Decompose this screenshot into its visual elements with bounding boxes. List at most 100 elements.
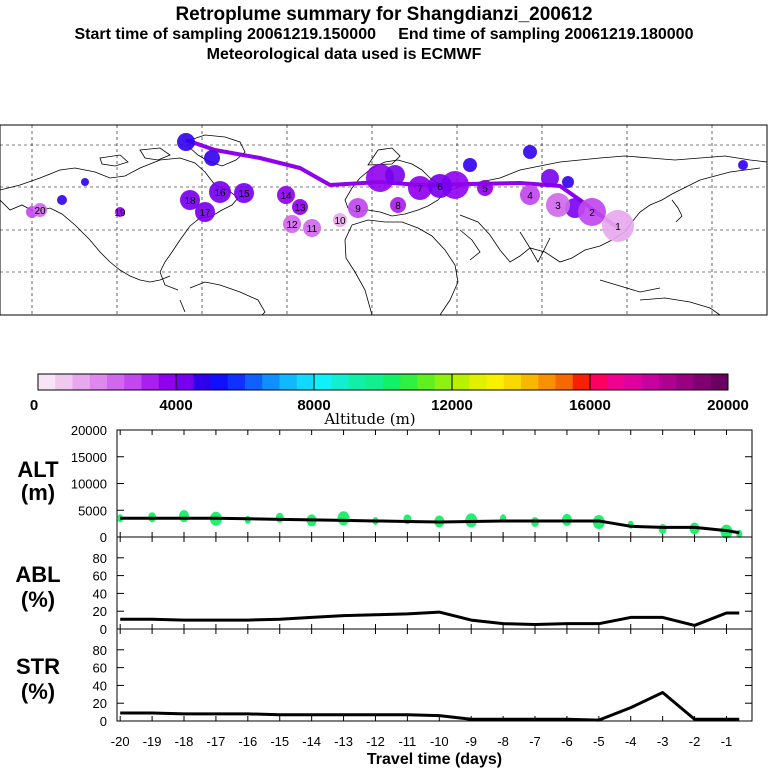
scatter-point <box>658 523 667 534</box>
panel-frame <box>116 536 753 630</box>
y-tick-label: 80 <box>93 551 107 566</box>
cluster-label: 16 <box>214 188 226 199</box>
cluster-bubble <box>602 210 634 242</box>
y-tick-label: 20 <box>93 696 107 711</box>
colorbar-cell <box>383 374 401 390</box>
x-tick-label: -5 <box>593 734 605 749</box>
cluster-label: 14 <box>280 191 292 202</box>
scatter-point <box>275 512 284 523</box>
altitude-colorbar: 0 4000 8000 12000 16000 20000 Altitude (m) <box>30 373 749 428</box>
y-tick-label: 5000 <box>78 503 107 518</box>
panel-ylabel: ABL <box>15 562 60 587</box>
colorbar-cell <box>469 374 487 390</box>
colorbar-cell <box>38 374 56 390</box>
colorbar-cell <box>503 374 522 390</box>
y-tick-label: 0 <box>100 714 107 729</box>
colorbar-tick-label: 8000 <box>297 397 330 414</box>
colorbar-label: Altitude (m) <box>323 410 415 428</box>
x-tick-label: -9 <box>465 734 477 749</box>
cluster-bubble <box>57 195 67 205</box>
cluster-label: 10 <box>334 216 346 227</box>
colorbar-cell <box>400 374 418 390</box>
x-tick-label: -20 <box>111 734 130 749</box>
colorbar-cell <box>296 374 315 390</box>
cluster-bubble <box>541 169 559 187</box>
scatter-point <box>337 511 350 526</box>
cluster-bubble <box>81 178 89 186</box>
colorbar-cell <box>72 374 91 390</box>
panel-alt: 0 5000 10000 15000 20000 ALT(m) <box>17 423 753 545</box>
cluster-label: 17 <box>199 208 211 219</box>
cluster-label: 18 <box>184 196 196 207</box>
chart-title: Retroplume summary for Shangdianzi_20061… <box>175 4 593 25</box>
cluster-bubble <box>520 185 540 205</box>
cluster-bubble <box>477 180 493 196</box>
cluster-bubble <box>390 197 406 213</box>
cluster-label: 7 <box>417 184 423 195</box>
colorbar-tick-label: 0 <box>30 397 38 414</box>
cluster-label: 1 <box>615 222 621 233</box>
colorbar-tick-label: 16000 <box>569 397 611 414</box>
colorbar-cell <box>452 374 470 390</box>
colorbar-cell <box>210 374 229 390</box>
map-frame <box>0 124 768 316</box>
cluster-label: 12 <box>286 220 298 231</box>
y-tick-label: 0 <box>100 530 107 545</box>
series-line <box>120 691 740 722</box>
colorbar-cell <box>227 374 246 390</box>
colorbar-tick-label: 12000 <box>431 397 473 414</box>
panel-ylabel-unit: (%) <box>21 679 55 704</box>
cluster-label: 9 <box>355 204 361 215</box>
cluster-bubble <box>348 198 368 218</box>
colorbar-cell <box>331 374 349 390</box>
colorbar-cell <box>572 374 591 390</box>
colorbar-cell <box>348 374 367 390</box>
cluster-label: 20 <box>34 206 46 217</box>
colorbar-cell <box>314 374 332 390</box>
time-series-panels: 05000100001500020000ALT(m)020406080ABL(%… <box>15 423 753 768</box>
cluster-label: 4 <box>527 191 533 202</box>
cluster-bubble <box>463 158 477 172</box>
y-tick-label: 20000 <box>71 423 107 438</box>
cluster-bubble <box>277 186 295 204</box>
colorbar-cell <box>607 374 625 390</box>
colorbar-cell <box>365 374 384 390</box>
cluster-label: 2 <box>589 208 595 219</box>
cluster-bubble <box>115 207 125 217</box>
series-line <box>120 516 740 535</box>
y-tick-label: 15000 <box>71 450 107 465</box>
cluster-label: 3 <box>555 201 561 212</box>
x-tick-label: -2 <box>689 734 701 749</box>
cluster-bubble <box>209 181 231 203</box>
cluster-bubble <box>177 133 195 151</box>
x-tick-label: -19 <box>143 734 162 749</box>
cluster-label: 5 <box>482 184 488 195</box>
x-tick-label: -3 <box>657 734 669 749</box>
cluster-label: 19 <box>114 208 126 219</box>
x-axis-label: Travel time (days) <box>367 751 502 768</box>
colorbar-cell <box>590 374 608 390</box>
colorbar-cell <box>193 374 211 390</box>
sampling-times: Start time of sampling 20061219.150000 E… <box>74 26 694 43</box>
x-tick-label: -15 <box>270 734 289 749</box>
panel-ylabel: ALT <box>17 457 59 482</box>
x-tick-label: -18 <box>175 734 194 749</box>
cluster-bubble <box>204 150 220 166</box>
panel-ylabel-unit: (%) <box>21 587 55 612</box>
colorbar-cell <box>538 374 556 390</box>
cluster-bubble <box>578 198 606 226</box>
x-tick-label: -12 <box>366 734 385 749</box>
colorbar-cell <box>279 374 298 390</box>
cluster-bubble <box>562 176 574 188</box>
x-tick-label: -16 <box>238 734 257 749</box>
x-tick-label: -7 <box>529 734 541 749</box>
cluster-bubble <box>523 145 537 159</box>
colorbar-cell <box>262 374 280 390</box>
cluster-bubble <box>738 160 748 170</box>
cluster-label: 8 <box>395 201 401 212</box>
y-tick-label: 40 <box>93 678 107 693</box>
colorbar-cell <box>693 374 712 390</box>
